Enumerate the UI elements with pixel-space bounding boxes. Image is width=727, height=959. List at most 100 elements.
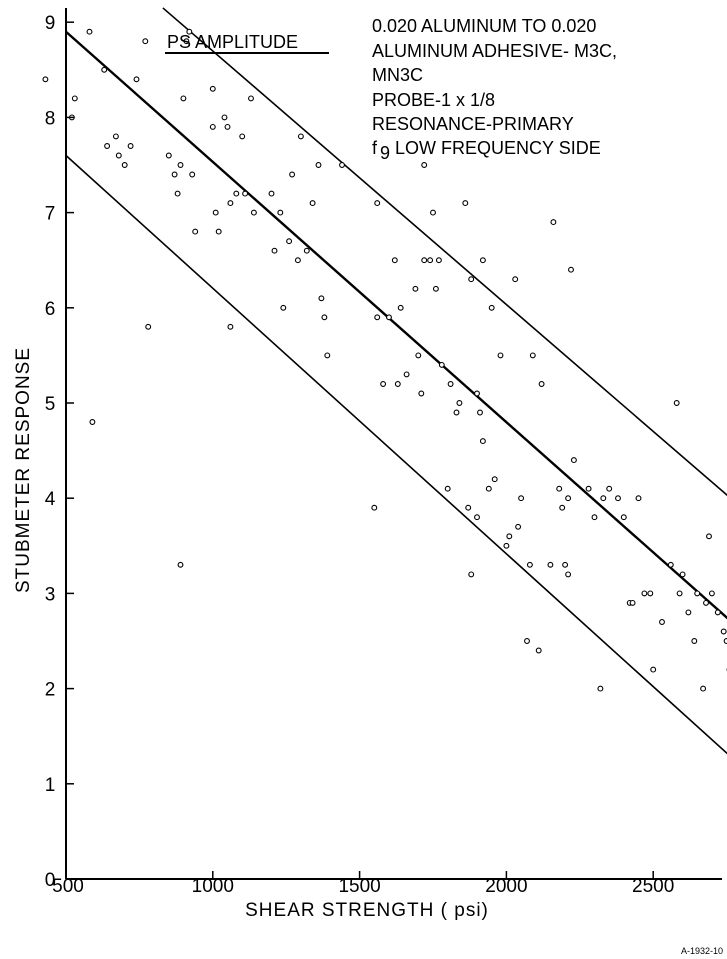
data-point [685,609,692,616]
data-point [104,143,111,149]
y-tick-label: 4 [45,489,56,510]
data-point [380,381,387,387]
y-tick-label: 5 [45,394,56,415]
data-point [479,438,486,445]
y-tick-label: 3 [45,584,56,605]
data-point [620,514,627,521]
data-point [503,542,510,549]
data-point [591,514,598,521]
data-point [212,209,219,216]
data-point [462,200,469,207]
data-point [215,228,222,235]
data-point [189,171,196,178]
data-point [415,352,422,359]
data-point [635,495,642,502]
ps-amplitude-label: PS AMPLITUDE [165,32,329,54]
figure-id: A-1932-10 [681,946,723,956]
data-point [468,276,475,283]
annotation-line-2: ALUMINUM ADHESIVE- M3C, [372,41,617,61]
data-point [127,143,134,149]
data-point [659,619,665,625]
data-point [101,66,108,73]
y-tick-label: 7 [45,204,56,225]
y-tick-label: 0 [45,870,56,891]
data-point [294,257,301,264]
data-point [339,162,345,168]
data-point [535,647,542,654]
fit-lines [65,7,727,755]
data-point [720,628,727,635]
data-point [277,209,284,216]
data-point [227,200,234,207]
data-point [391,257,398,264]
data-point [673,400,680,406]
data-point [224,123,231,130]
data-point [691,638,698,644]
y-tick-label: 2 [45,680,56,701]
fit-line-lower [65,154,727,755]
data-point [309,200,316,207]
x-axis-label: SHEAR STRENGTH ( psi) [245,900,489,921]
data-point [650,666,657,673]
data-point [456,400,463,406]
data-point [142,38,149,45]
data-point [324,352,331,359]
data-point [497,352,504,359]
data-points [42,28,727,692]
data-point [112,133,119,140]
data-point [615,495,621,502]
data-point [133,76,140,83]
data-point [506,533,513,540]
data-point [427,257,434,264]
data-point [700,685,707,692]
data-point [412,285,419,292]
annotation-block: 0.020 ALUMINUM TO 0.020 ALUMINUM ADHESIV… [372,16,617,163]
data-point [524,638,530,644]
band-label: PS AMPLITUDE [167,32,298,52]
data-point [280,304,287,311]
data-point [597,685,604,692]
y-tick-labels: 0 1 2 3 4 5 6 7 8 9 [45,13,74,891]
data-point [371,504,378,511]
data-point [71,95,78,102]
data-point [250,209,257,216]
svg-text:f: f [372,138,378,158]
data-point [714,609,721,616]
data-point [121,162,128,168]
data-point [289,171,296,178]
svg-text:9: 9 [380,143,390,163]
data-point [221,114,228,121]
annotation-line-6: LOW FREQUENCY SIDE [395,138,601,158]
data-point [227,323,234,330]
data-point [233,190,240,197]
data-point [421,257,428,264]
data-point [403,371,410,378]
data-point [565,495,572,502]
data-point [209,123,216,130]
data-point [512,276,519,283]
data-point [174,190,181,197]
data-point [474,514,480,521]
x-tick-label: 1500 [338,876,380,897]
y-axis-label: STUBMETER RESPONSE [13,347,34,593]
data-point [321,314,328,321]
data-point [641,590,648,597]
fit-line-upper [162,7,727,497]
data-point [706,533,712,540]
data-point [297,133,304,140]
y-tick-label: 1 [45,775,56,796]
data-point [526,561,533,568]
data-point [679,571,686,578]
data-point [708,590,715,597]
y-tick-label: 8 [45,108,56,129]
annotation-line-3: MN3C [372,65,423,85]
data-point [421,162,428,168]
annotation-line-4: PROBE-1 x 1/8 [372,90,495,110]
axes [65,8,722,880]
x-tick-label: 500 [52,876,84,897]
x-tick-labels: 500100015002000250030003500 [52,871,674,897]
data-point [570,457,577,464]
data-point [438,361,445,368]
x-tick-label: 2500 [632,876,674,897]
data-point [453,409,460,416]
